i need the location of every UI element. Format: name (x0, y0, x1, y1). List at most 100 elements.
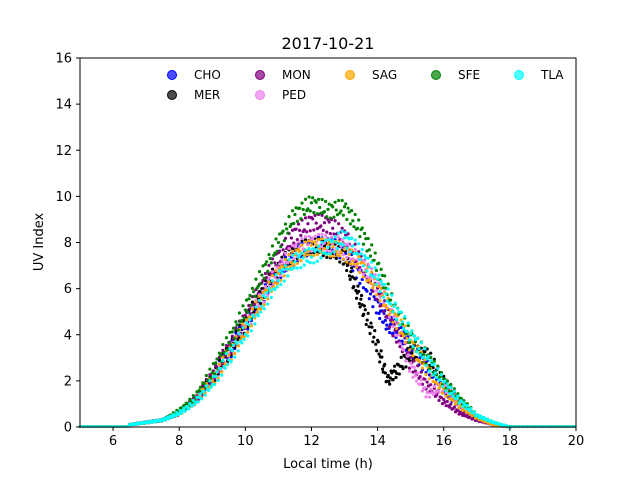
data-point (234, 320, 238, 324)
data-point (290, 246, 295, 251)
data-point (409, 361, 413, 365)
data-point (373, 273, 377, 277)
data-point (413, 374, 417, 378)
data-point (385, 323, 389, 327)
data-point (374, 293, 379, 297)
data-point (233, 351, 237, 356)
data-point (398, 323, 402, 327)
x-tick-label: 14 (369, 434, 386, 449)
data-point (187, 407, 191, 411)
data-point (275, 249, 279, 253)
data-point (325, 255, 329, 259)
data-point (353, 277, 357, 281)
data-point (247, 303, 251, 308)
data-point (223, 366, 227, 370)
legend-label: PED (282, 88, 306, 102)
data-point (436, 367, 440, 371)
data-point (263, 295, 268, 299)
data-point (354, 288, 358, 293)
data-point (262, 307, 266, 311)
data-point (209, 376, 213, 380)
data-point (315, 212, 319, 216)
y-tick-label: 10 (55, 190, 72, 205)
data-point (313, 240, 317, 244)
data-point (455, 396, 459, 401)
data-point (324, 238, 328, 242)
data-point (264, 260, 269, 264)
series-cho (78, 235, 577, 429)
data-point (318, 205, 322, 210)
data-point (360, 247, 364, 252)
data-point (306, 243, 310, 247)
data-point (244, 298, 249, 302)
data-point (306, 259, 310, 264)
data-point (420, 366, 425, 370)
data-point (208, 367, 212, 371)
data-point (319, 244, 323, 249)
data-point (448, 405, 452, 409)
data-point (457, 406, 461, 410)
series-ped (78, 232, 577, 429)
data-point (450, 391, 454, 395)
data-point (303, 235, 308, 239)
data-point (226, 362, 230, 367)
data-point (397, 372, 401, 376)
data-point (384, 292, 388, 296)
data-point (451, 394, 455, 398)
data-point (210, 370, 214, 375)
data-point (221, 358, 225, 363)
data-point (306, 207, 310, 211)
data-point (399, 355, 403, 359)
data-point (424, 372, 428, 377)
data-point (360, 226, 364, 230)
data-point (307, 195, 311, 199)
data-point (419, 370, 423, 374)
data-point (425, 347, 429, 351)
data-point (361, 242, 366, 246)
data-point (182, 406, 186, 411)
data-point (357, 218, 361, 222)
data-point (267, 263, 271, 268)
data-point (208, 373, 212, 377)
data-point (342, 236, 347, 240)
data-point (339, 250, 343, 254)
data-point (424, 363, 428, 368)
data-point (292, 266, 296, 270)
data-point (348, 262, 353, 266)
data-point (437, 398, 441, 403)
data-point (407, 338, 412, 342)
data-point (399, 325, 403, 330)
data-point (379, 349, 383, 353)
data-point (259, 310, 263, 314)
x-tick-label: 12 (303, 434, 320, 449)
data-point (328, 216, 332, 220)
data-point (279, 245, 283, 249)
data-point (371, 340, 375, 344)
data-point (318, 249, 322, 253)
data-point (444, 394, 448, 399)
data-point (368, 292, 373, 296)
legend-label: MER (194, 88, 220, 102)
data-point (429, 351, 433, 355)
data-point (315, 227, 319, 231)
data-point (367, 297, 371, 301)
data-point (287, 246, 291, 251)
data-point (301, 256, 305, 260)
legend-item-tla: TLA (514, 68, 564, 82)
data-point (254, 277, 258, 281)
data-point (195, 395, 199, 399)
data-point (361, 264, 366, 268)
data-point (327, 202, 331, 206)
data-point (377, 273, 381, 277)
data-point (419, 378, 423, 382)
data-point (410, 329, 414, 333)
y-tick-label: 0 (64, 421, 72, 436)
data-point (230, 334, 234, 338)
y-tick-label: 4 (64, 328, 72, 343)
data-point (236, 344, 240, 348)
data-point (294, 251, 298, 256)
data-point (319, 224, 323, 228)
data-point (392, 315, 396, 319)
data-point (396, 307, 400, 311)
data-point (227, 353, 231, 357)
